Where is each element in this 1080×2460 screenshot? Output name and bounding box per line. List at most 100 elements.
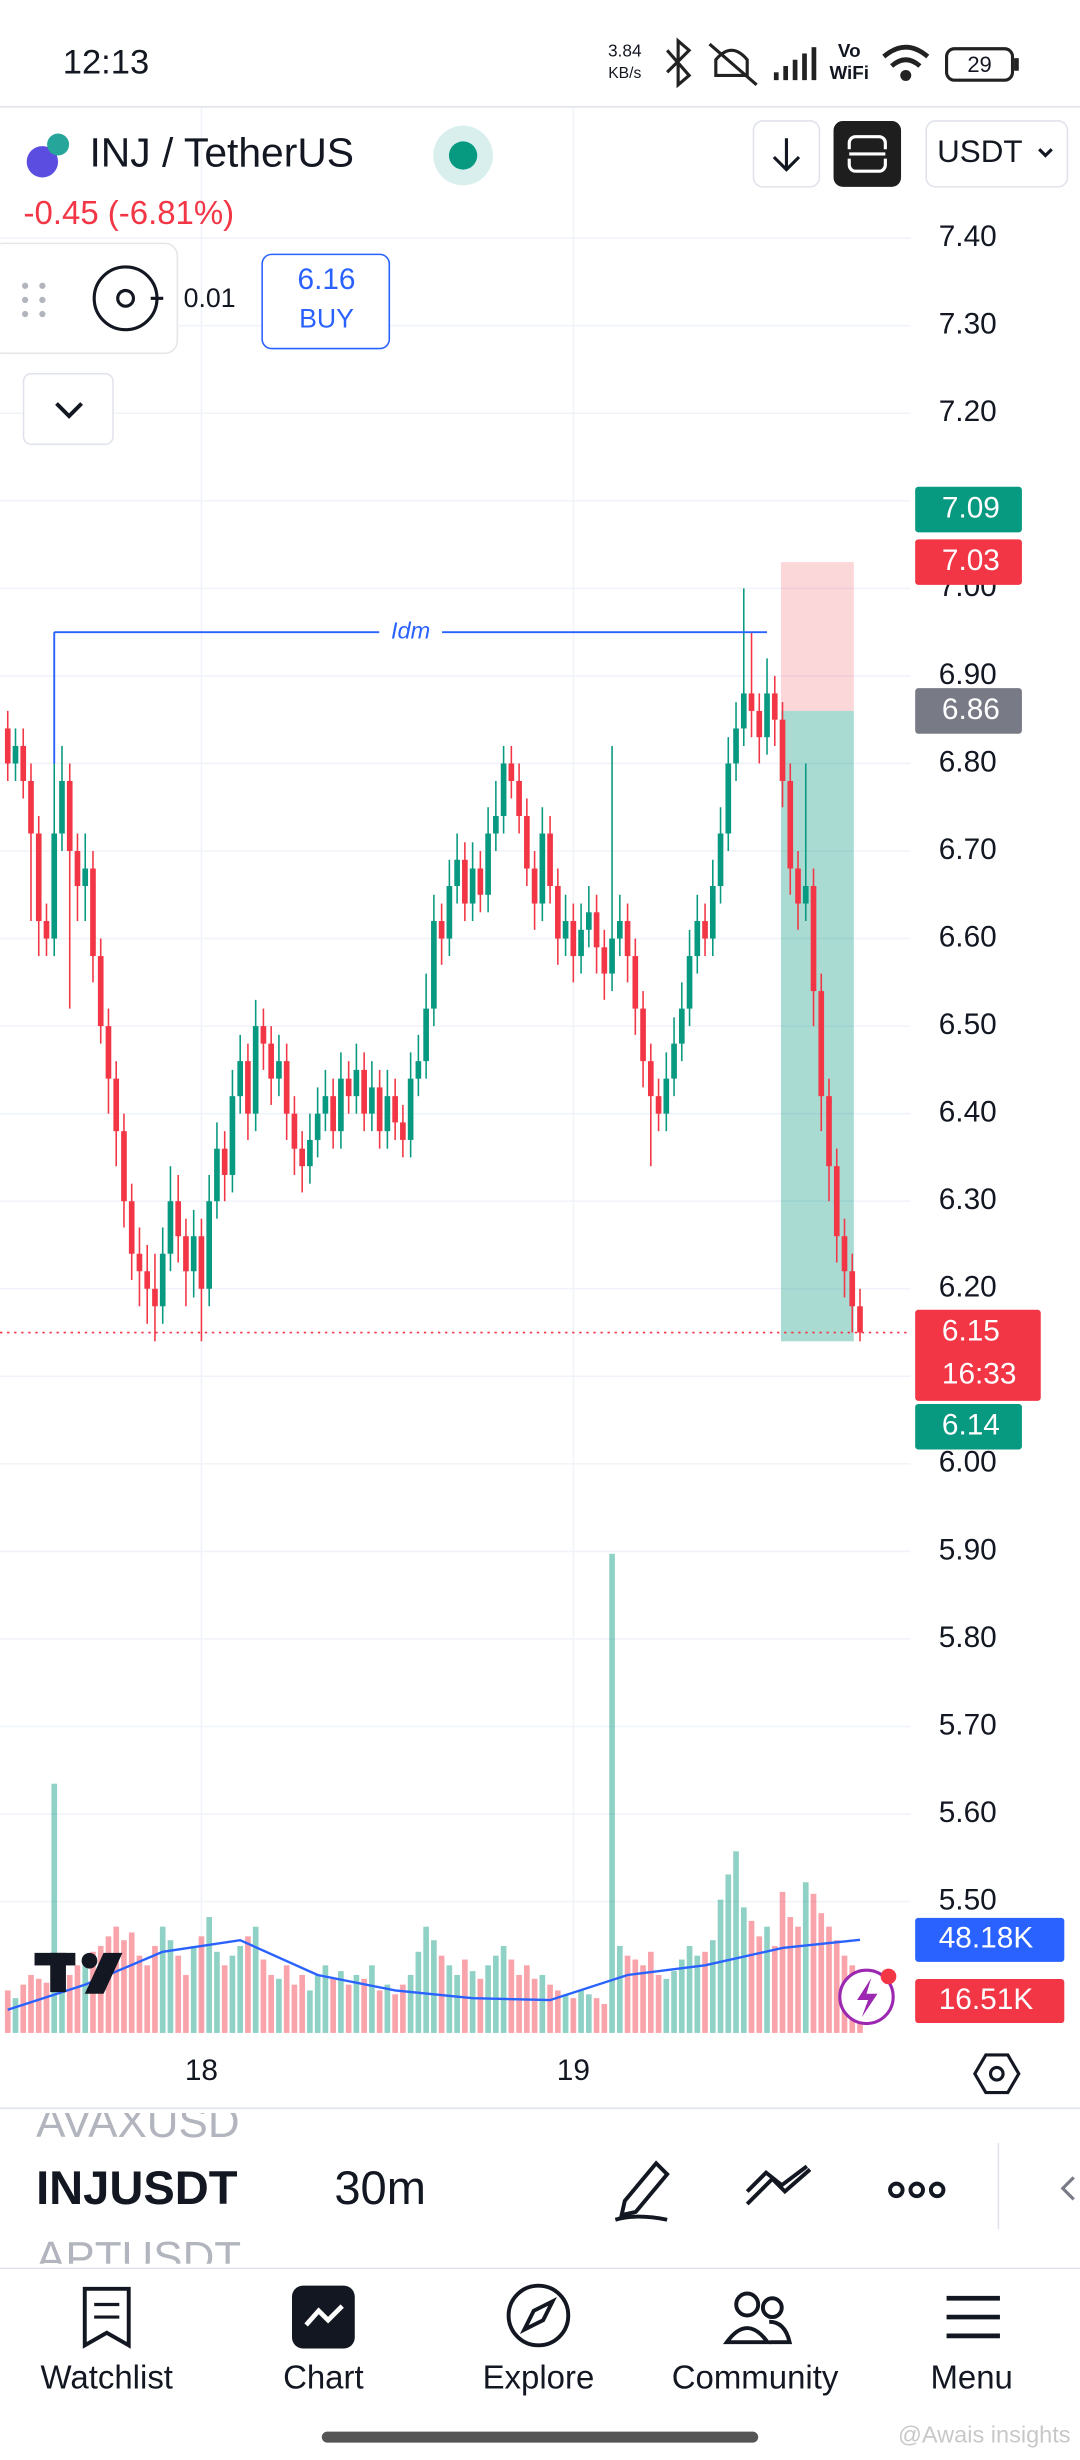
drag-handle[interactable] bbox=[21, 282, 46, 318]
scroll-button[interactable] bbox=[752, 120, 821, 188]
nav-label[interactable]: Chart bbox=[283, 2359, 364, 2396]
candle-body bbox=[338, 1078, 344, 1132]
more-button-part bbox=[888, 2181, 905, 2199]
nav-explore[interactable] bbox=[506, 2283, 571, 2348]
signal-icon-part bbox=[783, 66, 789, 81]
more-button[interactable] bbox=[888, 2181, 946, 2199]
candle-body bbox=[369, 1087, 375, 1114]
lightning-button[interactable] bbox=[838, 1968, 897, 2026]
volume-bar bbox=[539, 1974, 546, 2033]
volume-tag bbox=[915, 1979, 1065, 2024]
volume-bar bbox=[756, 1936, 763, 2033]
currency-select-part bbox=[1038, 148, 1053, 158]
quantity: 0.01 bbox=[184, 283, 236, 313]
candle-body bbox=[221, 1148, 228, 1175]
nav-label[interactable]: Watchlist bbox=[41, 2359, 173, 2396]
nav-chart[interactable] bbox=[291, 2285, 355, 2349]
volume-bar bbox=[632, 1959, 639, 2033]
volume-tag-label: 16.51K bbox=[939, 1983, 1034, 2016]
prev-symbol[interactable]: AVAXUSD bbox=[36, 2098, 239, 2147]
volume-bar bbox=[74, 1965, 81, 2033]
volume-bar bbox=[802, 1882, 809, 2033]
candle-body bbox=[392, 1096, 398, 1123]
indicator-tool[interactable] bbox=[745, 2164, 812, 2206]
candle-body bbox=[485, 833, 491, 895]
volume-bar bbox=[175, 1955, 182, 2033]
nav-label[interactable]: Explore bbox=[483, 2359, 595, 2396]
candle-body bbox=[624, 921, 631, 957]
expand-button[interactable] bbox=[22, 372, 114, 446]
nav-menu[interactable] bbox=[946, 2295, 1000, 2339]
next-symbol[interactable]: APTUSDT bbox=[36, 2233, 241, 2282]
candle-body bbox=[446, 886, 453, 939]
nav-community[interactable] bbox=[722, 2291, 793, 2345]
candle-body bbox=[547, 833, 553, 887]
mute-icon bbox=[708, 42, 758, 87]
candle-body bbox=[764, 693, 770, 738]
lightning-button-part bbox=[857, 1977, 878, 2018]
volume-bar bbox=[400, 1984, 406, 2033]
volume-bar bbox=[136, 1955, 143, 2033]
watermark: @Awais insights bbox=[898, 2422, 1071, 2448]
candle-body bbox=[415, 1061, 422, 1079]
candle-body bbox=[291, 1113, 298, 1149]
candle-body bbox=[454, 859, 460, 887]
indicator-tool-part bbox=[745, 2164, 809, 2193]
nav-label[interactable]: Menu bbox=[930, 2359, 1012, 2396]
x-tick-label: 19 bbox=[557, 2054, 590, 2087]
candle-body bbox=[268, 1043, 274, 1079]
collapse-arrow[interactable] bbox=[1060, 2176, 1075, 2201]
symbol-header[interactable]: INJ / TetherUS bbox=[26, 125, 493, 186]
current-symbol[interactable]: INJUSDT bbox=[36, 2161, 238, 2214]
volume-bar bbox=[795, 1926, 801, 2033]
net-speed-unit: KB/s bbox=[608, 65, 641, 82]
candle-body bbox=[35, 833, 42, 922]
nav-label[interactable]: Community bbox=[672, 2359, 839, 2396]
quantity-icon[interactable] bbox=[92, 265, 164, 332]
candle-body bbox=[539, 833, 546, 904]
volume-bar bbox=[810, 1893, 817, 2033]
volume-bar bbox=[431, 1940, 437, 2033]
candle-body bbox=[849, 1271, 856, 1307]
candle-body bbox=[795, 868, 801, 904]
tv-logo-part bbox=[81, 1952, 98, 1969]
volume-bar bbox=[616, 1945, 623, 2033]
volume-bar bbox=[20, 1984, 27, 2033]
candle-body bbox=[740, 693, 747, 729]
nav-watchlist[interactable] bbox=[82, 2286, 131, 2349]
buy-button[interactable] bbox=[261, 253, 391, 350]
volume-bar bbox=[214, 1951, 220, 2033]
candle-body bbox=[20, 745, 27, 781]
currency-select[interactable] bbox=[925, 120, 1069, 188]
settings-button[interactable] bbox=[973, 2053, 1021, 2095]
volume-ma-line bbox=[7, 1938, 861, 2011]
volume-bar bbox=[283, 1965, 290, 2033]
volume-bar bbox=[423, 1926, 429, 2033]
volume-bar bbox=[330, 1978, 336, 2033]
symbol-toolbar: AVAXUSD APTUSDT INJUSDT 30m bbox=[36, 2098, 1075, 2282]
mute-icon-part bbox=[708, 42, 758, 87]
battery-cap bbox=[1014, 58, 1019, 71]
draw-tool[interactable] bbox=[614, 2160, 670, 2222]
candle-body bbox=[802, 886, 809, 904]
candle-body bbox=[345, 1078, 352, 1097]
fullscreen-button[interactable] bbox=[833, 120, 902, 187]
volume-bar bbox=[493, 1955, 499, 2033]
candle-body bbox=[438, 921, 445, 939]
volume-bar bbox=[159, 1926, 166, 2033]
candle-body bbox=[121, 1131, 127, 1202]
chart: 1819Idm7.407.307.207.107.006.906.806.706… bbox=[0, 106, 1065, 2087]
candle-body bbox=[493, 815, 499, 834]
candle-body bbox=[136, 1253, 143, 1272]
volume-bar bbox=[740, 1907, 747, 2033]
candle-body bbox=[314, 1113, 321, 1140]
candle-body bbox=[671, 1043, 677, 1079]
interval[interactable]: 30m bbox=[334, 2161, 426, 2214]
y-tick-label: 6.50 bbox=[939, 1008, 997, 1041]
y-tick-label: 7.20 bbox=[939, 395, 997, 428]
y-tick-label: 7.30 bbox=[939, 308, 997, 341]
volume-bar bbox=[183, 1974, 189, 2033]
candle-body bbox=[128, 1201, 135, 1254]
candle-body bbox=[407, 1078, 414, 1140]
